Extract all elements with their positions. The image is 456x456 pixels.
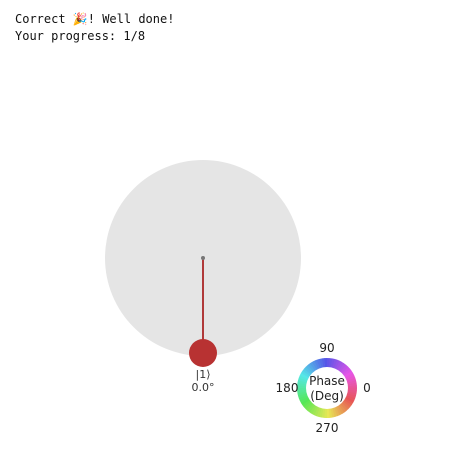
phase-wheel-segment — [302, 399, 312, 408]
phase-wheel-segment — [300, 370, 311, 379]
feedback-suffix: ! Well done! — [87, 12, 175, 26]
phase-wheel-segment — [342, 399, 352, 408]
correct-feedback-line: Correct 🎉! Well done! — [15, 11, 174, 28]
phase-wheel-segment — [338, 363, 347, 373]
phase-wheel-segment — [330, 407, 336, 418]
feedback-message: Correct 🎉! Well done! Your progress: 1/8 — [15, 11, 174, 45]
phase-wheel-segment — [314, 406, 321, 417]
phase-wheel-segment — [346, 391, 357, 396]
phase-wheel-segment — [316, 359, 322, 370]
phase-wheel-segment — [335, 405, 343, 416]
phase-wheel-segment — [344, 396, 355, 403]
phase-wheel-segment — [343, 397, 354, 406]
phase-wheel-segment — [297, 391, 308, 397]
phase-wheel-segment — [307, 403, 316, 413]
phase-wheel-segment — [346, 379, 357, 385]
phase-wheel-segment — [318, 358, 324, 369]
phase-wheel-segment — [302, 368, 312, 377]
party-popper-icon: 🎉 — [72, 12, 88, 26]
phase-label-0: 0 — [363, 381, 371, 395]
phase-wheel-title: Phase — [309, 374, 345, 388]
basis-state-label: |1⟩ — [196, 368, 211, 381]
phase-wheel-segment — [297, 377, 309, 384]
phase-wheel-segment — [299, 373, 310, 380]
phase-wheel-segment — [319, 407, 324, 418]
phase-wheel-segment — [339, 364, 349, 374]
phase-wheel-segment — [344, 374, 356, 382]
phase-value-label: 0.0° — [192, 381, 215, 394]
phase-wheel-segment — [301, 397, 311, 406]
phase-wheel-segment — [307, 363, 316, 373]
phase-wheel-segment — [335, 360, 342, 371]
state-vector-origin — [201, 256, 205, 260]
phase-wheel-segment — [340, 366, 350, 376]
phase-label-270: 270 — [316, 421, 339, 435]
phase-wheel-segment — [344, 372, 355, 380]
phase-wheel-segment — [342, 368, 352, 377]
phase-wheel-segment — [345, 394, 356, 401]
phase-wheel-segment — [338, 403, 347, 413]
phase-wheel-segment — [316, 406, 323, 418]
phase-wheel-segment — [304, 400, 314, 410]
phase-label-180: 180 — [276, 381, 299, 395]
feedback-prefix: Correct — [15, 12, 73, 26]
phase-wheel-segment — [331, 358, 338, 370]
phase-wheel-segment — [305, 365, 315, 375]
phase-wheel-center — [306, 367, 348, 409]
phase-wheel-segment — [345, 392, 357, 399]
phase-wheel-segment — [313, 359, 321, 371]
phase-wheel-segment — [298, 393, 309, 399]
phase-wheel-segment — [299, 396, 310, 404]
state-vector-tip — [189, 339, 217, 367]
phase-wheel-segment — [298, 394, 310, 402]
phase-wheel-segment — [336, 361, 345, 372]
phase-wheel-subtitle: (Deg) — [310, 389, 344, 403]
phase-wheel-segment — [336, 404, 345, 414]
phase-wheel-segment — [333, 405, 341, 417]
phase-wheel-segment — [309, 404, 318, 415]
phase-wheel-segment — [332, 406, 338, 417]
phase-wheel-segment — [298, 375, 309, 382]
phase-wheel-segment — [312, 405, 319, 416]
phase-color-wheel — [296, 357, 358, 419]
phase-wheel-segment — [333, 359, 340, 370]
phase-wheel-segment — [303, 366, 313, 376]
phase-wheel-segment — [339, 401, 349, 411]
phase-wheel-segment — [311, 360, 319, 371]
phase-wheel-segment — [341, 400, 351, 410]
phase-label-90: 90 — [319, 341, 334, 355]
progress-text: Your progress: 1/8 — [15, 29, 146, 43]
phase-wheel-segment — [343, 370, 353, 379]
phase-wheel-segment — [305, 402, 315, 412]
phase-wheel-segment — [297, 380, 308, 385]
phase-wheel-segment — [345, 377, 356, 383]
phase-wheel-segment — [309, 362, 318, 372]
phase-wheel-segment — [330, 358, 335, 369]
